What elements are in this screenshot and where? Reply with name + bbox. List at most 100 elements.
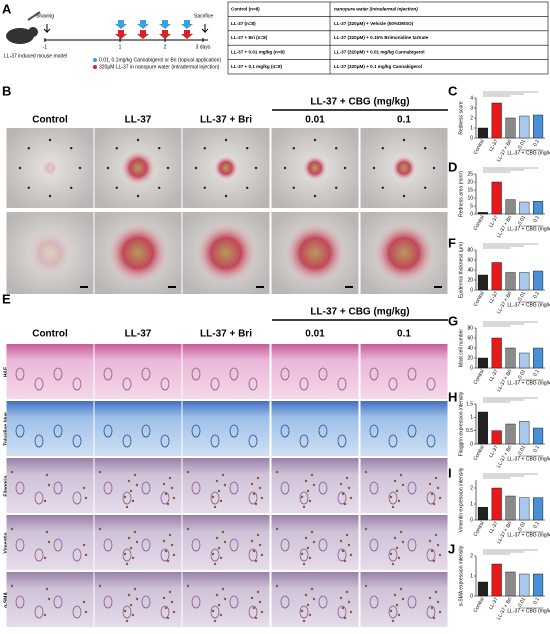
histology xyxy=(271,344,359,399)
scale-bar xyxy=(80,286,88,288)
follicle xyxy=(15,424,25,438)
follicle xyxy=(407,595,417,609)
stain xyxy=(131,613,135,617)
x-tick-label: Control xyxy=(473,215,486,232)
stain xyxy=(172,553,176,557)
bar xyxy=(519,573,530,597)
stain xyxy=(219,556,223,560)
marker-dot xyxy=(136,194,140,198)
stain xyxy=(256,590,260,594)
stain xyxy=(221,473,225,477)
y-axis-label: Epidermis thickness (μm) xyxy=(458,242,464,299)
stain xyxy=(43,613,47,617)
x-tick-label: 0.01 xyxy=(517,596,527,608)
stain xyxy=(131,556,135,560)
follicle xyxy=(318,424,328,438)
stain xyxy=(127,536,131,540)
bar xyxy=(505,495,516,521)
stain xyxy=(10,527,14,531)
follicle xyxy=(280,424,290,438)
bar xyxy=(477,507,488,521)
column-header: 0.01 xyxy=(305,115,325,126)
x-tick-label: 0.01 xyxy=(517,444,527,456)
follicle xyxy=(34,605,44,619)
stain xyxy=(347,486,351,490)
follicle xyxy=(318,481,328,495)
lesion xyxy=(108,223,168,283)
stain xyxy=(252,492,256,496)
stain xyxy=(391,562,395,566)
stain xyxy=(364,470,368,474)
x-tick-label: 0.01 xyxy=(517,214,527,226)
follicle xyxy=(229,367,239,381)
x-tick-label: Control xyxy=(473,369,486,386)
stain xyxy=(164,606,168,610)
stain xyxy=(401,540,405,544)
stain xyxy=(258,543,262,547)
follicle xyxy=(53,481,63,495)
stain xyxy=(397,613,401,617)
lesion xyxy=(28,231,72,275)
stain xyxy=(84,553,88,557)
y-tick-label: 20 xyxy=(467,277,473,283)
stain xyxy=(98,584,102,588)
stain xyxy=(302,562,306,566)
y-tick-label: 0 xyxy=(470,287,473,293)
stain xyxy=(82,486,86,490)
lesion xyxy=(196,223,256,283)
stain xyxy=(223,597,227,601)
bar xyxy=(519,115,530,139)
stain xyxy=(166,559,170,563)
stain xyxy=(213,505,217,509)
column-header: 0.01 xyxy=(305,329,325,340)
stain xyxy=(215,536,219,540)
follicle xyxy=(210,434,220,448)
stain xyxy=(438,496,442,500)
follicle xyxy=(191,481,201,495)
follicle xyxy=(15,481,25,495)
stain xyxy=(133,587,137,591)
bar xyxy=(533,270,544,291)
stain xyxy=(391,505,395,509)
stain xyxy=(172,610,176,614)
follicle xyxy=(426,434,436,448)
y-tick-label: 1 xyxy=(470,501,473,507)
y-tick-label: 40 xyxy=(467,267,473,273)
stain xyxy=(436,600,440,604)
group-label: LL-37 + CBG (mg/kg) xyxy=(507,226,550,232)
syringe xyxy=(27,11,41,21)
stain xyxy=(219,613,223,617)
stain xyxy=(438,553,442,557)
stain xyxy=(349,496,353,500)
follicle xyxy=(299,605,309,619)
stain xyxy=(393,536,397,540)
stain xyxy=(43,556,47,560)
marker-dot xyxy=(402,138,406,142)
stain xyxy=(162,596,166,600)
follicle xyxy=(337,548,347,562)
stain xyxy=(170,600,174,604)
follicle xyxy=(337,605,347,619)
follicle xyxy=(426,548,436,562)
panel-label: J xyxy=(448,541,455,556)
follicle xyxy=(426,605,436,619)
stain xyxy=(252,606,256,610)
y-axis-label: Mast cell number xyxy=(458,329,464,367)
stain xyxy=(127,593,131,597)
stain xyxy=(343,559,347,563)
stain xyxy=(250,596,254,600)
stain xyxy=(349,553,353,557)
stain xyxy=(434,533,438,537)
stain xyxy=(135,483,139,487)
stain xyxy=(10,584,14,588)
y-tick-label: 5 xyxy=(470,203,473,209)
histology xyxy=(6,401,94,456)
stain xyxy=(170,486,174,490)
stain xyxy=(438,610,442,614)
bar xyxy=(505,347,516,369)
follicle xyxy=(72,434,82,448)
stain xyxy=(215,593,219,597)
stain xyxy=(45,587,49,591)
follicle xyxy=(388,377,398,391)
y-tick-label: 4 xyxy=(470,95,473,101)
